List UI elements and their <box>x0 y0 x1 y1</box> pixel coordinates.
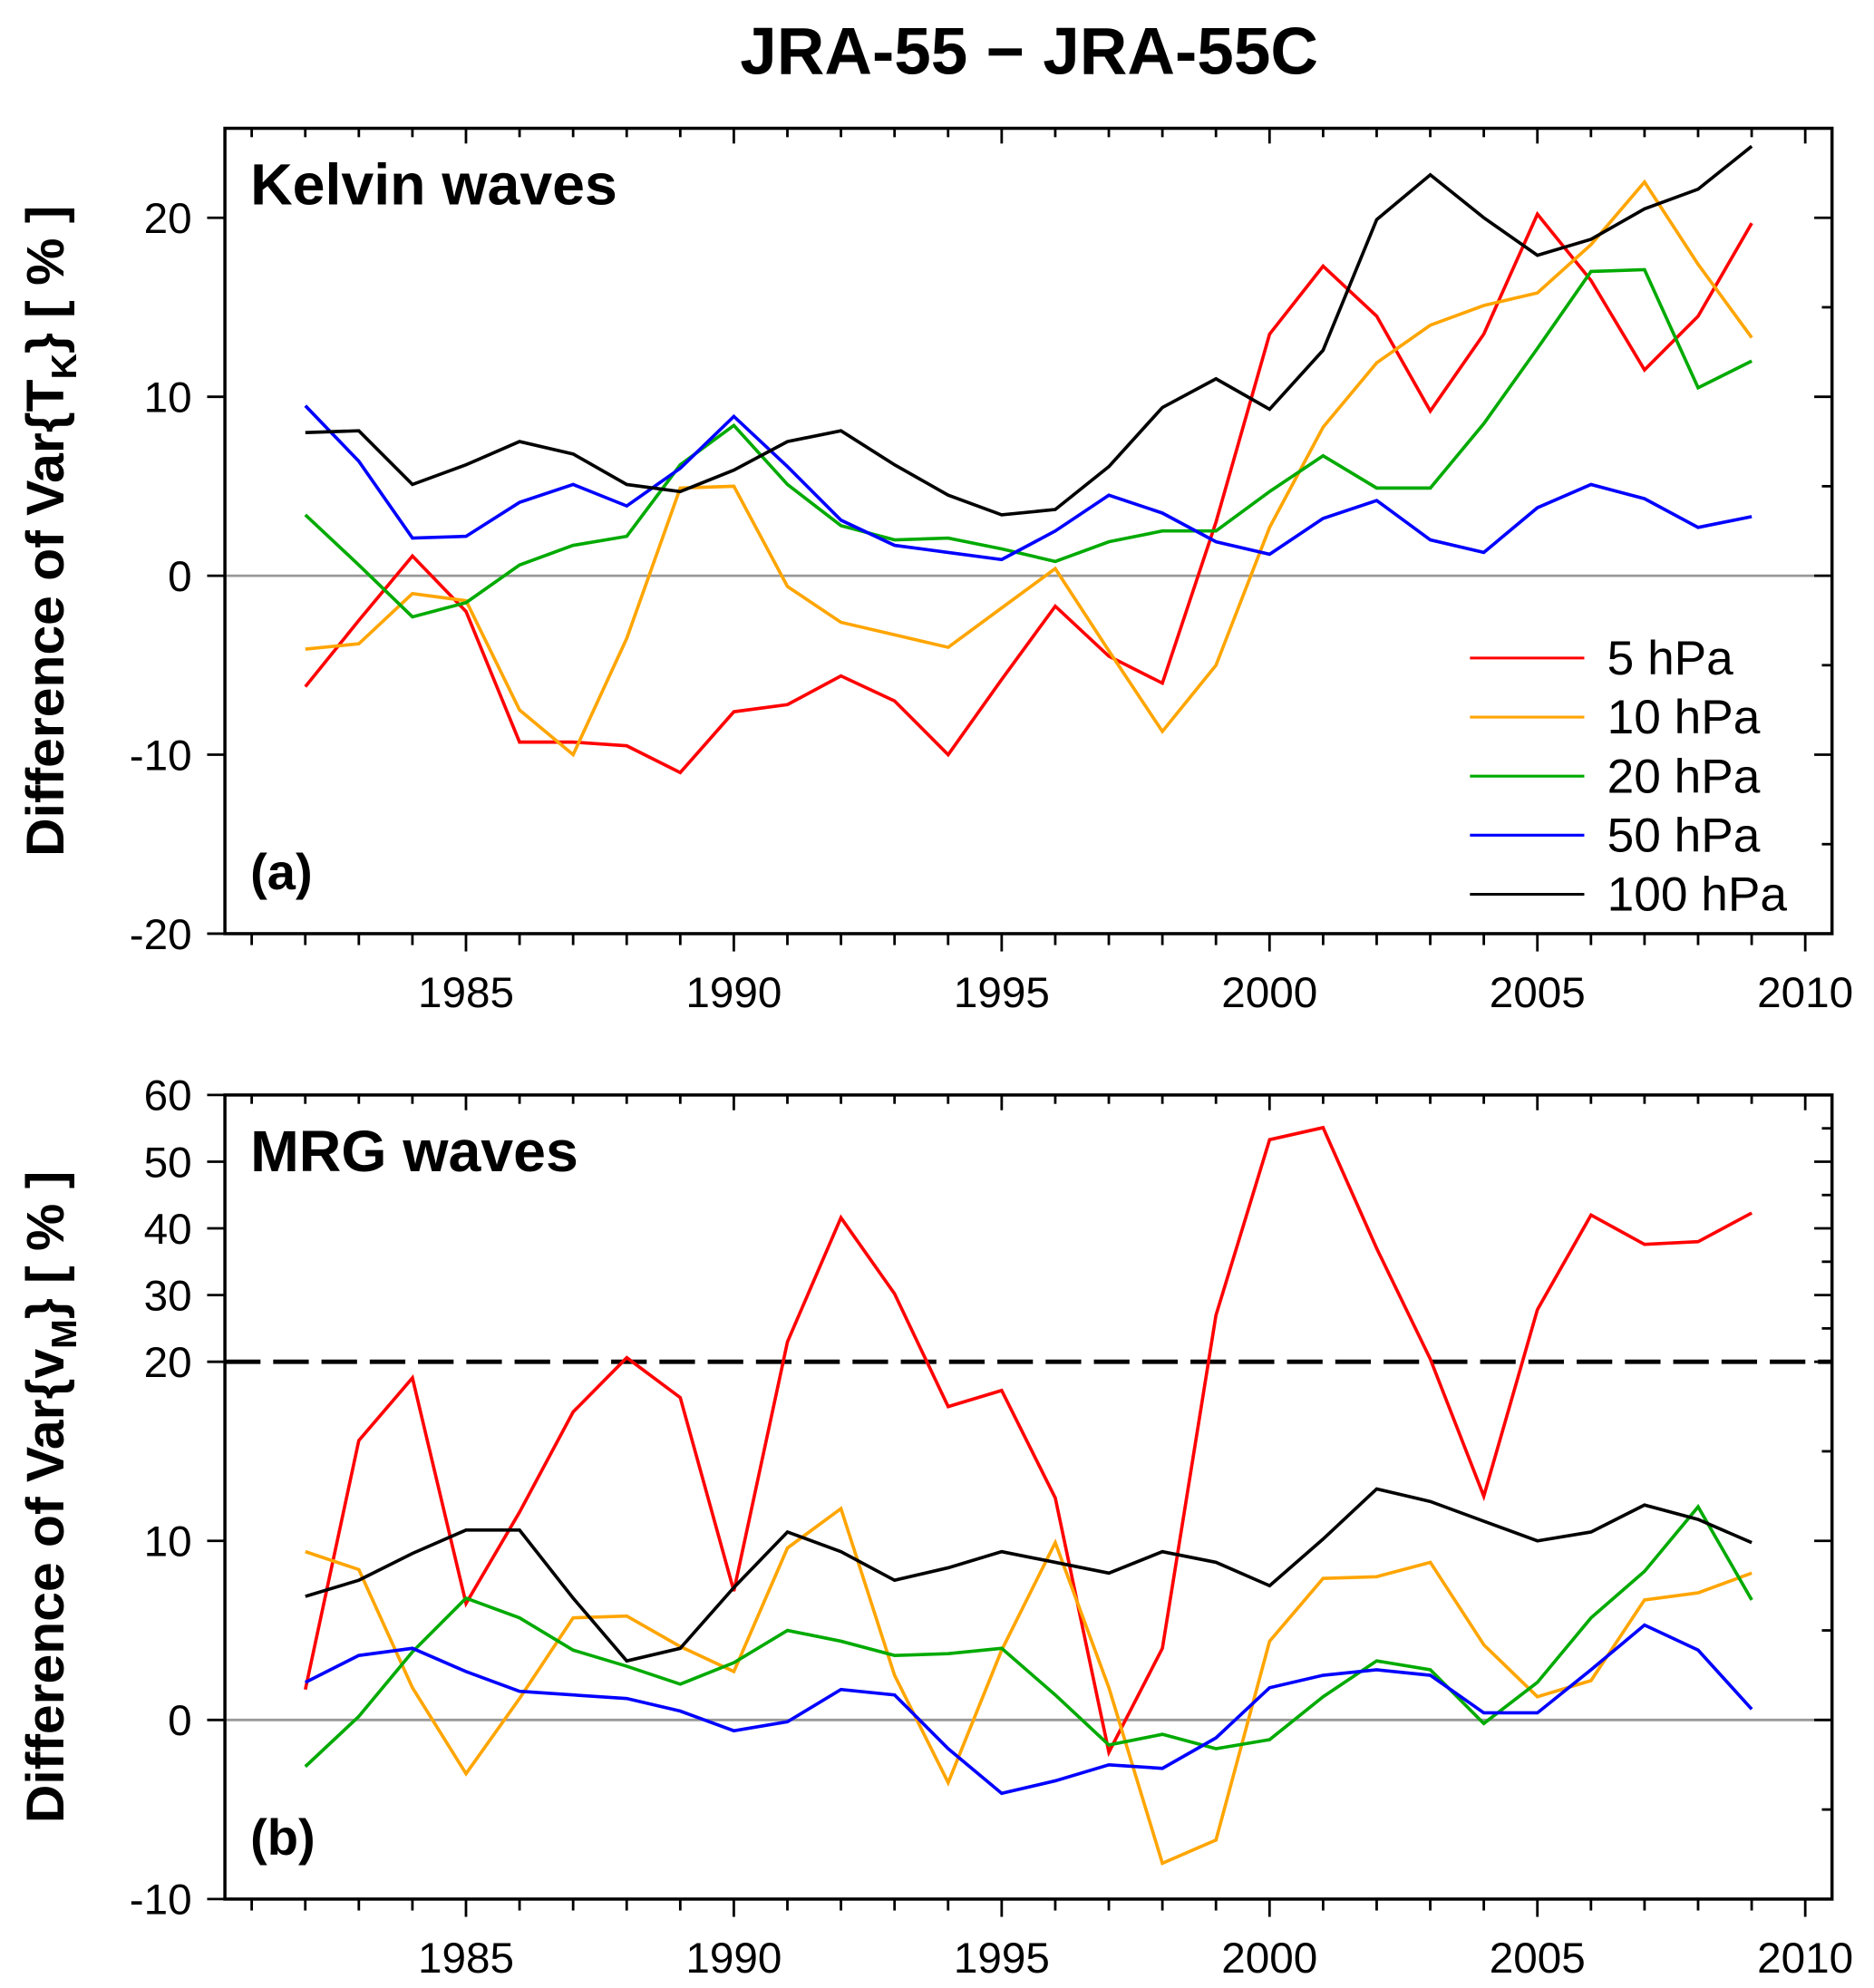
y-tick-label: 10 <box>144 1518 192 1566</box>
y-tick-label: 10 <box>144 373 192 422</box>
y-tick-label: 30 <box>144 1272 192 1320</box>
legend-label: 10 hPa <box>1607 691 1761 744</box>
panel-b: 1985 1990 1995 2000 2005 2010 -10 0 10 20 30 40 50 60… <box>16 1072 1853 1983</box>
x-tick-label: 2005 <box>1490 1935 1586 1983</box>
panel-title: Kelvin waves <box>250 152 617 218</box>
y-axis-label-subscript: K <box>44 354 84 379</box>
y-tick-label: 0 <box>168 553 192 601</box>
x-tick-label: 2010 <box>1757 969 1853 1017</box>
plot-frame <box>223 1093 1834 1901</box>
series-line-20-hpa <box>304 267 1753 619</box>
series-line-50-hpa <box>304 1623 1753 1796</box>
x-tick-label: 1995 <box>954 969 1050 1017</box>
legend-label: 50 hPa <box>1607 810 1761 863</box>
y-tick-label: 20 <box>144 1339 192 1387</box>
x-tick-label: 1985 <box>418 969 514 1017</box>
legend-label: 20 hPa <box>1607 750 1761 803</box>
series-line-10-hpa <box>305 179 1753 758</box>
legend-label: 5 hPa <box>1607 632 1734 685</box>
panel-label: (a) <box>250 843 313 900</box>
y-tick-label: -10 <box>130 732 192 780</box>
series-line-50-hpa <box>304 404 1753 562</box>
chart-title: JRA-55 − JRA-55C <box>740 15 1318 88</box>
y-axis-label-prefix: Difference of Var{v <box>16 1349 75 1824</box>
y-axis-label-prefix: Difference of Var{T <box>16 379 75 857</box>
x-tick-label: 1990 <box>685 969 782 1017</box>
series-line-10-hpa <box>305 1506 1753 1866</box>
x-tick-label: 2005 <box>1490 969 1586 1017</box>
y-axis-label-suffix: } [ % ] <box>16 1171 75 1319</box>
y-tick-label: 60 <box>144 1072 192 1120</box>
y-tick-label: 20 <box>144 195 192 243</box>
y-axis-label-suffix: } [ % ] <box>16 206 75 354</box>
series-line-5-hpa <box>304 210 1753 775</box>
y-tick-label: 50 <box>144 1139 192 1187</box>
x-tick-label: 2000 <box>1221 969 1317 1017</box>
x-tick-label: 1990 <box>685 1935 782 1983</box>
y-axis-label: Difference of Var{TK} [ % ] <box>16 206 84 857</box>
panel-title: MRG waves <box>250 1119 578 1184</box>
y-axis-label-subscript: M <box>44 1319 84 1349</box>
x-tick-label: 1995 <box>954 1935 1050 1983</box>
panel-a: 1985 1990 1995 2000 2005 2010 -20 -10 0 10 20 Kelvi… <box>16 126 1853 1017</box>
panel-label: (b) <box>250 1809 316 1866</box>
series-line-5-hpa <box>304 1125 1753 1758</box>
series-line-100-hpa <box>305 144 1753 517</box>
legend-label: 100 hPa <box>1607 868 1788 922</box>
x-tick-label: 2000 <box>1221 1935 1317 1983</box>
y-axis-label: Difference of Var{vM} [ % ] <box>16 1171 84 1823</box>
plot-frame <box>223 126 1834 936</box>
x-tick-label: 2010 <box>1757 1935 1853 1983</box>
series-line-100-hpa <box>305 1487 1753 1663</box>
y-tick-label: 40 <box>144 1206 192 1254</box>
y-tick-label: -10 <box>130 1876 192 1925</box>
series-line-20-hpa <box>304 1504 1753 1769</box>
y-tick-label: 0 <box>168 1697 192 1745</box>
x-tick-label: 1985 <box>418 1935 514 1983</box>
y-tick-label: -20 <box>130 911 192 959</box>
